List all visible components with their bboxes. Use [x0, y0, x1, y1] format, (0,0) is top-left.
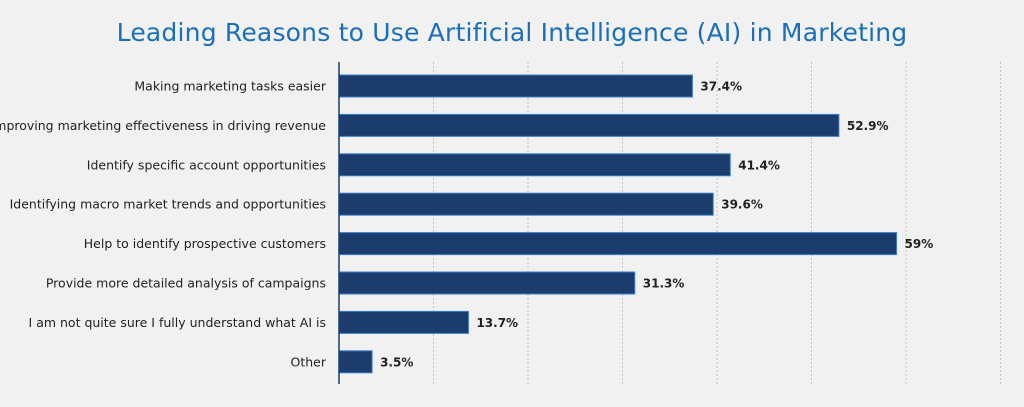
value-label: 37.4% — [700, 80, 742, 94]
value-label: 31.3% — [643, 277, 685, 291]
value-label: 39.6% — [721, 198, 763, 212]
bar — [338, 271, 636, 295]
bar — [338, 350, 373, 374]
gridlines — [433, 62, 1001, 384]
bar — [338, 232, 898, 256]
bar — [338, 74, 693, 98]
value-label: 59% — [905, 237, 934, 251]
bar — [338, 192, 714, 216]
category-label: Identifying macro market trends and oppo… — [10, 197, 326, 212]
chart-title: Leading Reasons to Use Artificial Intell… — [116, 18, 908, 47]
bars — [338, 74, 898, 374]
value-label: 13.7% — [476, 316, 518, 330]
bar — [338, 153, 731, 177]
category-label: Provide more detailed analysis of campai… — [46, 276, 326, 291]
bar — [338, 310, 469, 334]
value-label: 3.5% — [380, 355, 413, 369]
value-label: 41.4% — [738, 158, 780, 172]
category-label: Making marketing tasks easier — [134, 79, 326, 94]
value-label: 52.9% — [847, 119, 889, 133]
category-labels: Making marketing tasks easier Improving m… — [0, 79, 327, 370]
value-labels: 37.4% 52.9% 41.4% 39.6% 59% 31.3% 13.7% 3.5% — [380, 80, 933, 370]
category-label: I am not quite sure I fully understand w… — [29, 315, 326, 330]
category-label: Help to identify prospective customers — [84, 236, 326, 251]
bar — [338, 113, 840, 137]
category-label: Identify specific account opportunities — [87, 157, 326, 172]
category-label: Improving marketing effectiveness in dri… — [0, 118, 326, 133]
category-label: Other — [291, 354, 327, 369]
